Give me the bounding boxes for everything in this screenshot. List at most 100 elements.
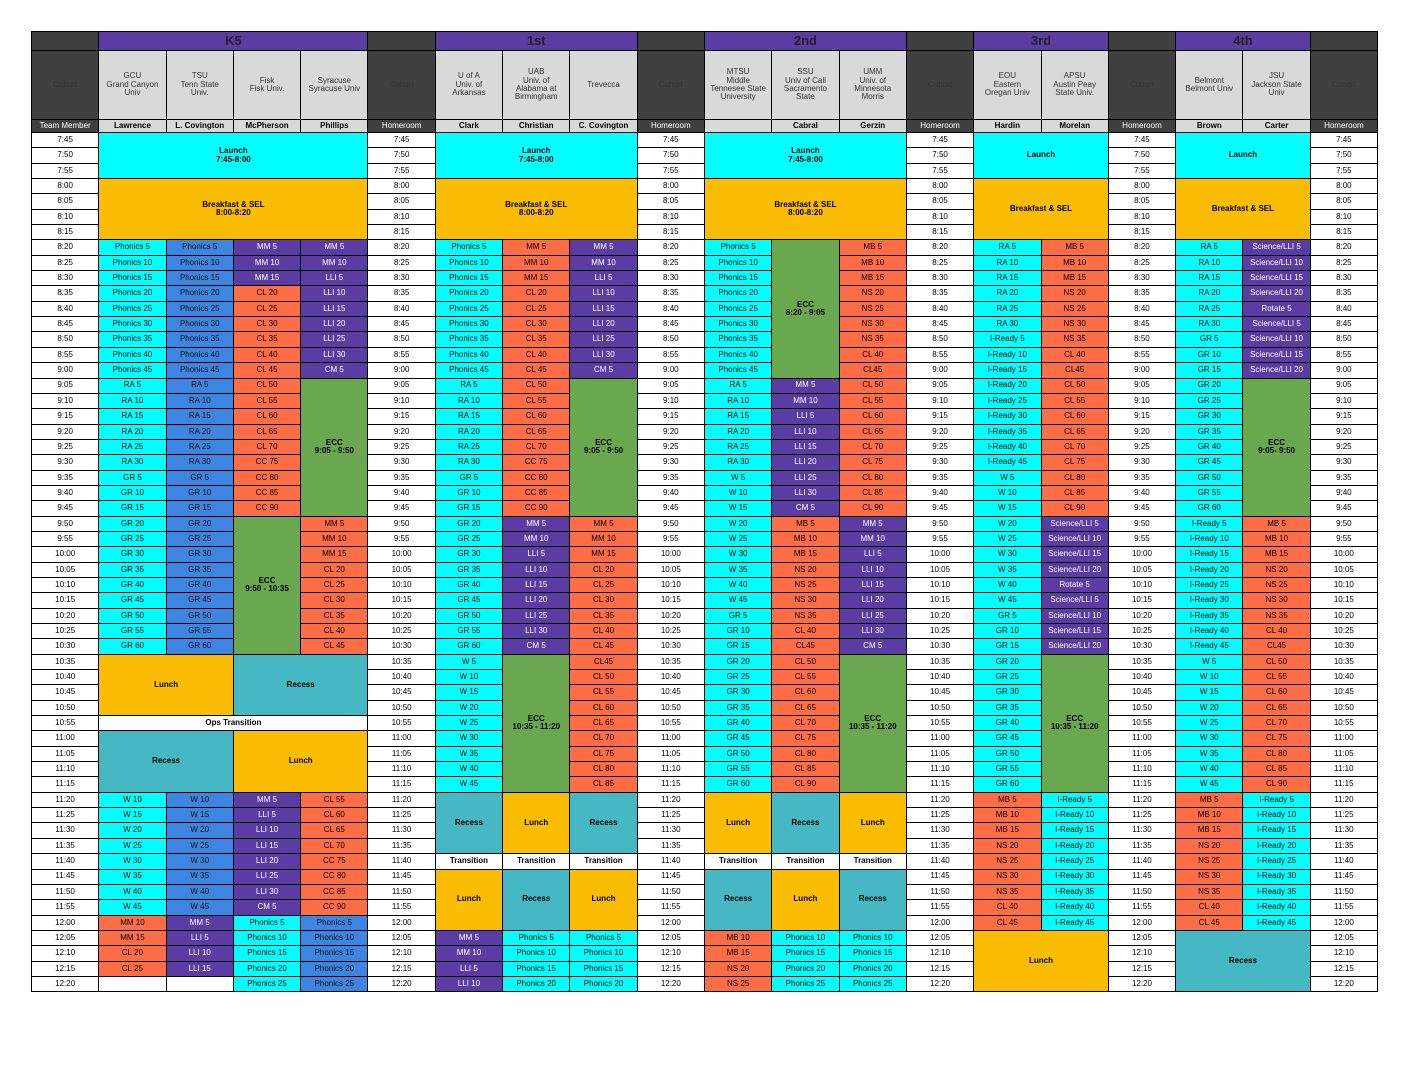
time-cell: 11:35: [30, 837, 100, 855]
block-phonics-5: Phonics 5: [165, 239, 234, 256]
block-ns-35: NS 35: [771, 607, 840, 625]
block-i-ready-30: I-Ready 30: [1242, 868, 1311, 885]
time-cell: 12:20: [905, 975, 975, 993]
time-cell: 9:50: [30, 515, 100, 532]
block-cl-55: CL 55: [502, 392, 571, 410]
time-cell: 8:55: [367, 346, 436, 364]
block-recess: Recess: [838, 868, 907, 931]
block-mm-5: MM 5: [502, 515, 571, 532]
time-cell: 11:45: [1107, 868, 1177, 885]
block-ecc: ECC 8:20 - 9:05: [771, 239, 840, 379]
block-cl-35: CL 35: [300, 607, 369, 625]
block-phonics-10: Phonics 10: [98, 254, 167, 272]
block-mb-5: MB 5: [1242, 515, 1311, 532]
time-cell: 10:30: [30, 638, 100, 655]
time-cell: 11:40: [1107, 853, 1177, 870]
block-transition: Transition: [703, 853, 773, 870]
block-w-35: W 35: [703, 561, 773, 578]
block-ns-30: NS 30: [1040, 316, 1109, 333]
block-science-lli-10: Science/LLI 10: [1040, 530, 1109, 548]
time-row: 12:20 Phonics 25 Phonics 25 12:20 LLI 10 Phon…: [30, 975, 1379, 993]
cohort-cell: Trevecca: [569, 50, 638, 120]
time-cell: 10:25: [367, 622, 436, 640]
time-cell: 12:05: [1309, 929, 1379, 947]
block-phonics-15: Phonics 15: [838, 945, 907, 962]
time-cell: 7:45: [367, 131, 436, 149]
time-cell: 11:35: [367, 837, 436, 855]
block-cl-60: CL 60: [1242, 684, 1311, 701]
block-ra-30: RA 30: [1175, 316, 1244, 333]
block-lli-20: LLI 20: [232, 853, 302, 870]
time-cell: 10:20: [636, 607, 705, 625]
time-cell: 9:25: [30, 438, 100, 456]
time-cell: 11:30: [905, 822, 975, 839]
block-cl-60: CL 60: [502, 408, 571, 425]
block-cc-75: CC 75: [502, 454, 571, 471]
time-cell: 9:30: [30, 454, 100, 471]
time-cell: 10:30: [636, 638, 705, 655]
time-cell: 10:00: [905, 546, 975, 563]
time-cell: 11:50: [1309, 883, 1379, 901]
block-science-lli-15: Science/LLI 15: [1040, 622, 1109, 640]
time-cell: 8:40: [636, 300, 705, 318]
block-cl-45: CL 45: [1175, 914, 1244, 931]
block-mm-5: MM 5: [300, 239, 369, 256]
block-mm-5: MM 5: [232, 239, 302, 256]
block-science-lli-20: Science/LLI 20: [1040, 561, 1109, 578]
block-lli-10: LLI 10: [771, 423, 840, 440]
block-gr-40: GR 40: [434, 576, 504, 594]
block-ns-20: NS 20: [973, 837, 1042, 855]
teacher-name: Phillips: [300, 119, 369, 133]
block-recess: Recess: [703, 868, 773, 931]
block-science-lli-5: Science/LLI 5: [1242, 239, 1311, 256]
time-cell: 11:15: [636, 776, 705, 793]
time-row: 10:30 GR 60 GR 60 CL 45 10:30 GR 60 CM 5 CL 45 1…: [30, 638, 1379, 655]
block-i-ready-25: I-Ready 25: [973, 392, 1042, 410]
time-cell: 11:45: [367, 868, 436, 885]
time-cell: 8:25: [30, 254, 100, 272]
block-mm-10: MM 10: [232, 254, 302, 272]
time-cell: 8:30: [1107, 270, 1177, 287]
time-cell: 12:05: [367, 929, 436, 947]
block-cl-55: CL 55: [300, 791, 369, 809]
block-mb-10: MB 10: [771, 530, 840, 548]
block-w-10: W 10: [98, 791, 167, 809]
block-ns-25: NS 25: [1175, 853, 1244, 870]
cohort-cell: Cohort: [905, 50, 975, 120]
time-cell: 10:25: [636, 622, 705, 640]
block-gr-10: GR 10: [98, 484, 167, 502]
time-cell: 9:20: [30, 423, 100, 440]
block-mm-15: MM 15: [502, 270, 571, 287]
time-row: 9:55 GR 25 GR 25 MM 10 9:55 GR 25 MM 10 MM 10 9:…: [30, 530, 1379, 548]
time-cell: 10:55: [30, 715, 100, 732]
time-cell: 8:20: [905, 239, 975, 256]
block-phonics-15: Phonics 15: [232, 945, 302, 962]
block-cl-60: CL 60: [300, 807, 369, 824]
time-cell: 9:25: [905, 438, 975, 456]
time-cell: 8:00: [636, 178, 705, 195]
block-gr-30: GR 30: [165, 546, 234, 563]
time-cell: 10:10: [30, 576, 100, 594]
block-lli-25: LLI 25: [771, 469, 840, 486]
block-launch: Launch 7:45-8:00: [703, 131, 907, 180]
block-ns-20: NS 20: [1242, 561, 1311, 578]
time-cell: 8:00: [905, 178, 975, 195]
block-phonics-30: Phonics 30: [434, 316, 504, 333]
block-lli-5: LLI 5: [838, 546, 907, 563]
time-cell: 12:15: [30, 960, 100, 977]
time-cell: 10:00: [1309, 546, 1379, 563]
time-cell: 11:45: [1309, 868, 1379, 885]
block-w-30: W 30: [1175, 730, 1244, 747]
block-breakfast-sel: Breakfast & SEL: [1175, 178, 1311, 241]
block-gr-50: GR 50: [703, 745, 773, 763]
time-cell: 9:40: [367, 484, 436, 502]
block-cl-85: CL 85: [1242, 761, 1311, 778]
block-ecc: ECC 9:50 - 10:35: [232, 515, 302, 655]
time-cell: 8:40: [1107, 300, 1177, 318]
time-cell: 8:35: [367, 285, 436, 302]
block-cm-5: CM 5: [569, 362, 638, 379]
block-launch: Launch 7:45-8:00: [98, 131, 369, 180]
cohort-cell: EOU Eastern Oregan Univ: [973, 50, 1042, 120]
time-cell: 8:20: [1309, 239, 1379, 256]
time-cell: 9:25: [636, 438, 705, 456]
